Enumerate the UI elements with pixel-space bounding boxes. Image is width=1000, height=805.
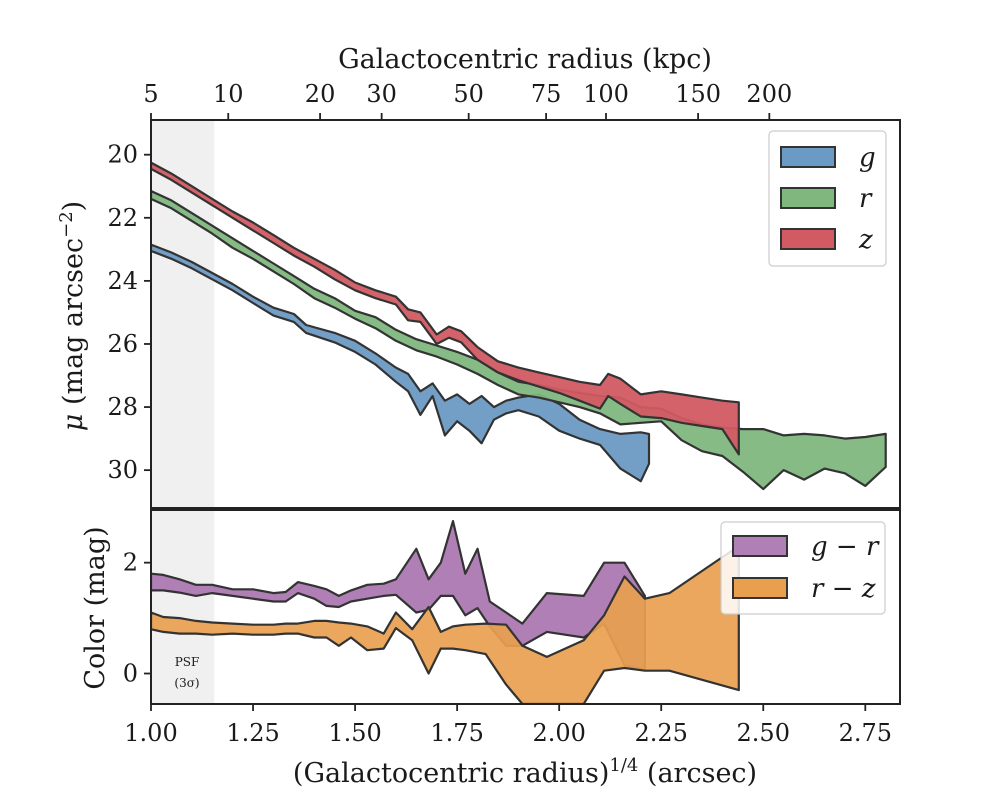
band-r (151, 189, 887, 491)
top-legend-swatch (780, 187, 836, 209)
band-z (151, 161, 740, 456)
top-axis-title: Galactocentric radius (kpc) (338, 44, 712, 75)
y-tick-label-top: 30 (107, 456, 138, 484)
top-legend-label: z (858, 225, 873, 255)
x-tick-label: 2.75 (839, 719, 892, 747)
y-tick-label-top: 20 (107, 141, 138, 169)
psf-region-bottom (151, 510, 215, 704)
bottom-legend-swatch (732, 577, 788, 599)
x-tick-label: 1.50 (328, 719, 381, 747)
bottom-y-axis-title: Color (mag) (80, 526, 111, 689)
top-axis-tick-label: 75 (531, 80, 562, 108)
x-axis-title-superscript: 1/4 (609, 755, 638, 776)
top-y-axis-title: μ (mag arcsec−2) (56, 201, 89, 431)
y-tick-label-top: 26 (107, 330, 138, 358)
x-tick-label: 1.75 (430, 719, 483, 747)
psf-region-top (151, 120, 215, 508)
top-legend: grz (768, 130, 887, 267)
band-g (151, 243, 651, 483)
top-axis-tick-label: 50 (453, 80, 484, 108)
top-legend-swatch (780, 146, 836, 168)
bottom-panel-frame (150, 509, 901, 705)
x-axis-title-suffix: (arcsec) (638, 758, 757, 789)
top-axis-tick-label: 150 (675, 80, 721, 108)
top-axis-tick-label: 100 (583, 80, 629, 108)
x-tick-label: 2.50 (737, 719, 790, 747)
y-tick-label-top: 28 (107, 393, 138, 421)
top-legend-swatch (780, 228, 836, 250)
top-axis-tick-label: 200 (746, 80, 792, 108)
bottom-legend-label: g − r (811, 532, 880, 562)
band-rz (151, 544, 740, 704)
x-tick-label: 2.25 (634, 719, 687, 747)
top-panel-areas (151, 161, 887, 491)
top-axis-tick-label: 20 (305, 80, 336, 108)
bottom-legend-label: r − z (811, 574, 876, 604)
top-axis-tick-label: 10 (213, 80, 244, 108)
x-tick-label: 1.00 (124, 719, 177, 747)
x-axis-title-main: (Galactocentric radius) (293, 758, 609, 789)
bottom-x-axis-title: (Galactocentric radius)1/4 (arcsec) (293, 755, 757, 789)
y-tick-label-top: 22 (107, 204, 138, 232)
psf-sigma-label: (3σ) (174, 676, 199, 690)
top-legend-label: r (859, 184, 873, 214)
top-axis-tick-label: 5 (143, 80, 158, 108)
y-tick-label-bottom: 2 (123, 549, 138, 577)
top-legend-label: g (859, 143, 876, 173)
ticks-layer: 1.00 1.25 1.50 1.75 2.00 2.25 2.50 2.7520222426… (107, 80, 892, 747)
top-axis-tick-label: 30 (366, 80, 397, 108)
bottom-legend-swatch (732, 535, 788, 557)
bottom-legend: g − r r − z (720, 521, 886, 615)
bottom-panel-areas (151, 520, 740, 704)
y-tick-label-top: 24 (107, 267, 138, 295)
x-tick-label: 1.25 (226, 719, 279, 747)
psf-label: PSF (175, 655, 200, 669)
x-tick-label: 2.00 (532, 719, 585, 747)
top-panel-frame (150, 119, 901, 509)
y-tick-label-bottom: 0 (123, 660, 138, 688)
